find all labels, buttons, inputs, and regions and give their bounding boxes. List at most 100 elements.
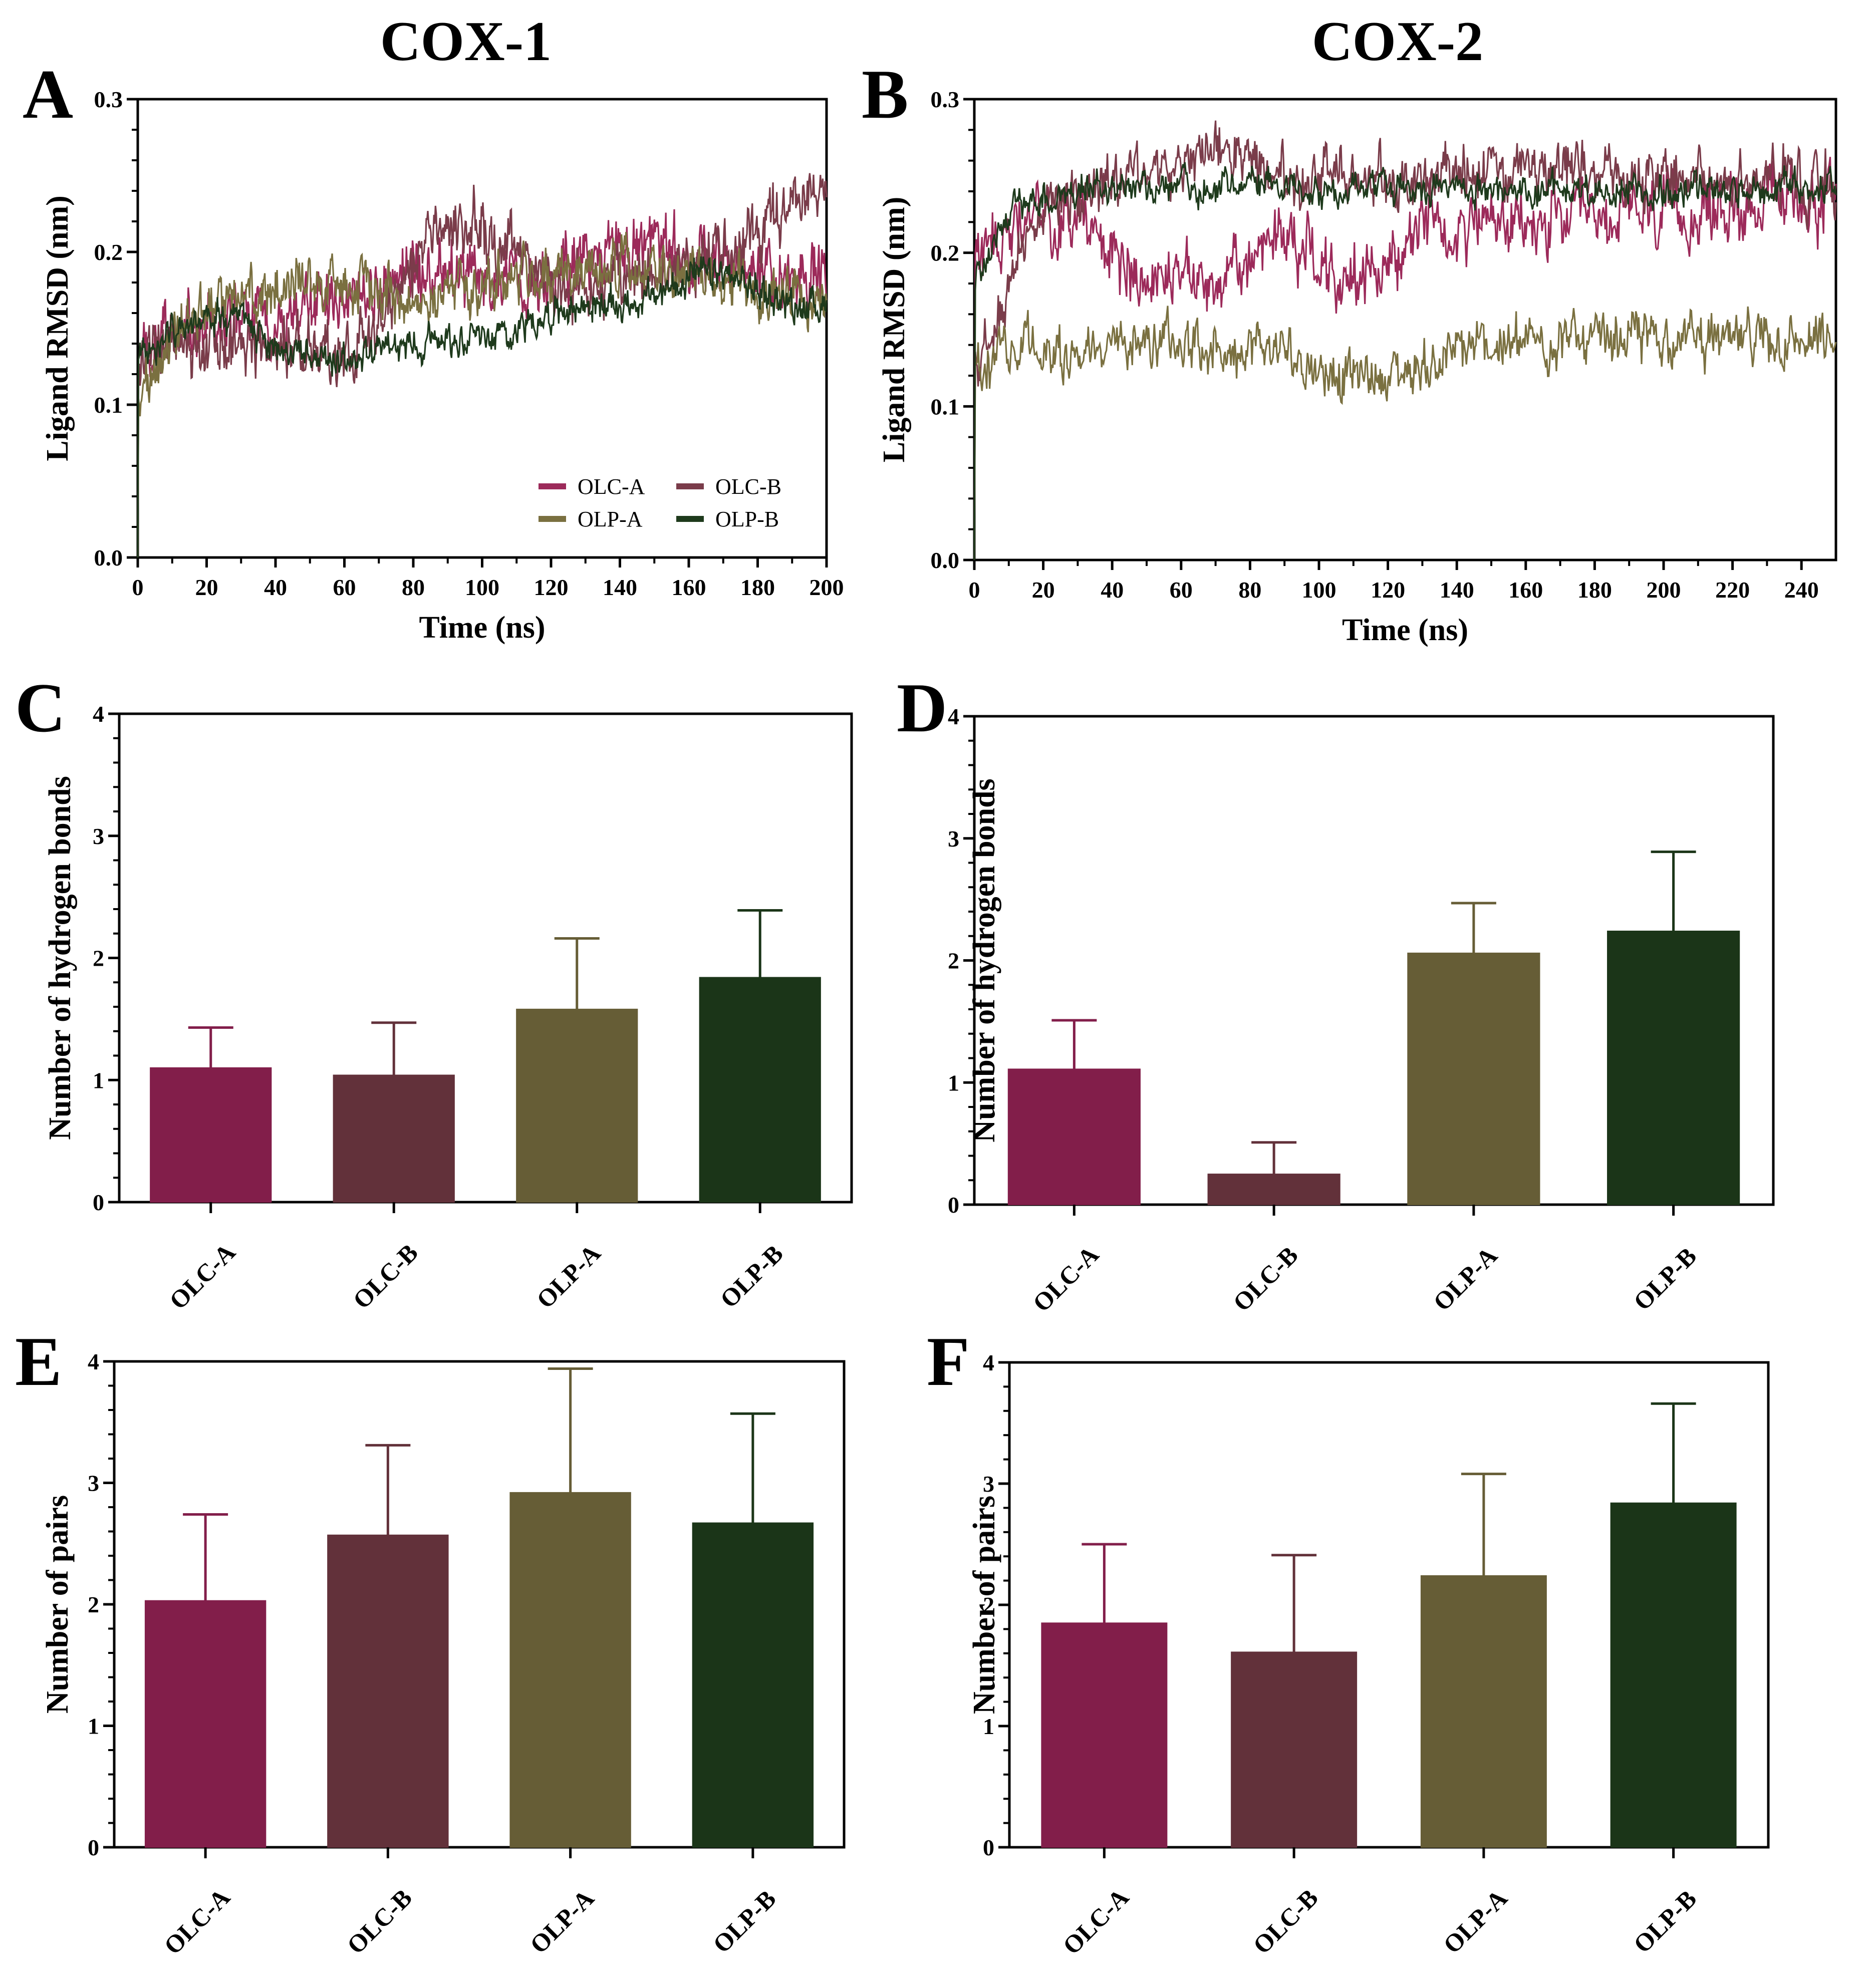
y-tick-label: 0.1 [94, 392, 123, 418]
panel-e: E 0 1 2 3 4 Number of pairs OLC-A OLC-B OLP-A OLP-… [15, 1323, 846, 1960]
category-label-olp-b: OLP-B [1628, 1242, 1702, 1316]
bar-olp-a [1407, 952, 1540, 1205]
legend-label-olc-a: OLC-A [578, 474, 645, 499]
y-axis-title: Ligand RMSD (nm) [41, 195, 75, 461]
panel-letter-f: F [927, 1323, 970, 1400]
x-tick-label: 120 [1371, 577, 1405, 603]
category-label-olc-a: OLC-A [1057, 1883, 1135, 1960]
y-tick-label: 3 [93, 823, 104, 849]
x-tick-label: 0 [132, 575, 144, 600]
x-tick-label: 100 [465, 575, 499, 600]
category-label-olc-b: OLC-B [342, 1883, 418, 1959]
y-tick-label: 4 [983, 1350, 994, 1375]
y-tick-label: 0.3 [931, 87, 960, 112]
y-tick-label: 0 [983, 1835, 994, 1860]
x-tick-label: 20 [195, 575, 218, 600]
y-tick-label: 1 [93, 1067, 104, 1093]
category-label-olc-a: OLC-A [164, 1238, 241, 1315]
bar-olp-a [509, 1492, 631, 1848]
x-tick-label: 120 [534, 575, 569, 600]
bar-olc-b [333, 1074, 455, 1203]
series-line-olp-b [973, 162, 1837, 560]
category-label-olc-a: OLC-A [158, 1883, 235, 1960]
y-axis-title: Number of hydrogen bonds [967, 778, 1001, 1142]
x-tick-label: 100 [1302, 577, 1336, 603]
panel-letter-a: A [23, 56, 73, 133]
bar-olc-a [150, 1067, 272, 1203]
bar-olp-b [1610, 1502, 1737, 1848]
category-label-olc-a: OLC-A [1027, 1240, 1105, 1317]
x-tick-label: 20 [1032, 577, 1055, 603]
category-label-olp-a: OLP-A [524, 1884, 600, 1959]
category-label-olp-a: OLP-A [531, 1239, 606, 1314]
series-line-olc-b [973, 120, 1837, 560]
series-line-olp-b [137, 256, 828, 558]
y-axis-title: Ligand RMSD (nm) [877, 197, 911, 463]
bar-olp-b [699, 977, 821, 1203]
panel-f: F 0 1 2 3 4 Number of pairs OLC-A OLC-B OLP-A OLP-… [927, 1323, 1770, 1960]
bar-olp-a [516, 1008, 638, 1203]
y-tick-label: 0 [88, 1835, 99, 1860]
y-tick-label: 2 [88, 1592, 99, 1617]
x-tick-label: 60 [333, 575, 356, 600]
column-title-cox2: COX-2 [1312, 11, 1483, 73]
x-tick-label: 220 [1715, 577, 1750, 603]
category-label-olc-b: OLC-B [347, 1238, 423, 1314]
category-label-olc-b: OLC-B [1227, 1241, 1303, 1317]
legend-label-olp-a: OLP-A [578, 507, 643, 531]
x-axis-title: Time (ns) [1342, 613, 1468, 647]
y-tick-label: 1 [948, 1070, 959, 1095]
x-tick-label: 140 [1440, 577, 1474, 603]
series-line-olc-a [973, 157, 1837, 560]
y-tick-label: 3 [948, 826, 959, 852]
legend-label-olp-b: OLP-B [715, 507, 779, 531]
category-label-olc-b: OLC-B [1247, 1883, 1323, 1959]
y-tick-label: 2 [983, 1592, 994, 1618]
panel-b: B 0.0 0.1 0.2 0.3 Ligand RMSD (nm) 0 20 40 60 80 10… [862, 56, 1837, 647]
bar-olp-a [1420, 1575, 1547, 1848]
bar-olc-b [327, 1534, 449, 1848]
panel-c: C 0 1 2 3 4 Number of hydrogen bonds OLC-A OLC-B… [15, 669, 853, 1315]
bar-olc-a [1007, 1068, 1141, 1205]
panel-letter-b: B [862, 56, 908, 133]
x-tick-label: 180 [1577, 577, 1612, 603]
bar-olp-b [1607, 931, 1740, 1205]
y-tick-label: 3 [88, 1471, 99, 1496]
y-tick-label: 0 [948, 1192, 959, 1218]
panel-d: D 0 1 2 3 4 Number of hydrogen bonds OLC-A OLC-B… [897, 669, 1775, 1317]
y-tick-label: 0 [93, 1190, 104, 1215]
y-tick-label: 0.2 [931, 240, 960, 266]
bar-olc-a [144, 1600, 266, 1848]
x-axis-title: Time (ns) [419, 611, 545, 645]
column-title-cox1: COX-1 [380, 11, 552, 73]
y-tick-label: 4 [93, 701, 104, 727]
y-axis-title: Number of pairs [41, 1495, 75, 1714]
y-axis-title: Number of pairs [967, 1496, 1001, 1714]
x-tick-label: 200 [1647, 577, 1681, 603]
y-tick-label: 1 [983, 1714, 994, 1739]
y-tick-label: 0.0 [931, 547, 960, 573]
bar-olc-b [1207, 1174, 1341, 1205]
y-tick-label: 0.2 [94, 239, 123, 265]
category-label-olp-a: OLP-A [1428, 1241, 1503, 1316]
y-tick-label: 3 [983, 1471, 994, 1497]
x-tick-label: 200 [810, 575, 844, 600]
panel-letter-e: E [15, 1323, 62, 1400]
x-tick-label: 160 [1508, 577, 1543, 603]
y-tick-label: 0.3 [94, 87, 123, 112]
y-tick-label: 0.0 [94, 545, 123, 571]
y-tick-label: 2 [948, 948, 959, 974]
category-label-olp-b: OLP-B [707, 1884, 781, 1958]
series-line-olp-a [137, 232, 828, 558]
category-label-olp-b: OLP-B [1628, 1884, 1702, 1958]
x-tick-label: 40 [1101, 577, 1124, 603]
y-tick-label: 0.1 [931, 394, 960, 419]
y-axis-title: Number of hydrogen bonds [43, 776, 77, 1140]
bar-olp-b [692, 1522, 814, 1848]
bar-olc-b [1231, 1651, 1358, 1848]
series-line-olc-b [137, 173, 828, 558]
x-tick-label: 140 [603, 575, 637, 600]
x-tick-label: 80 [402, 575, 425, 600]
